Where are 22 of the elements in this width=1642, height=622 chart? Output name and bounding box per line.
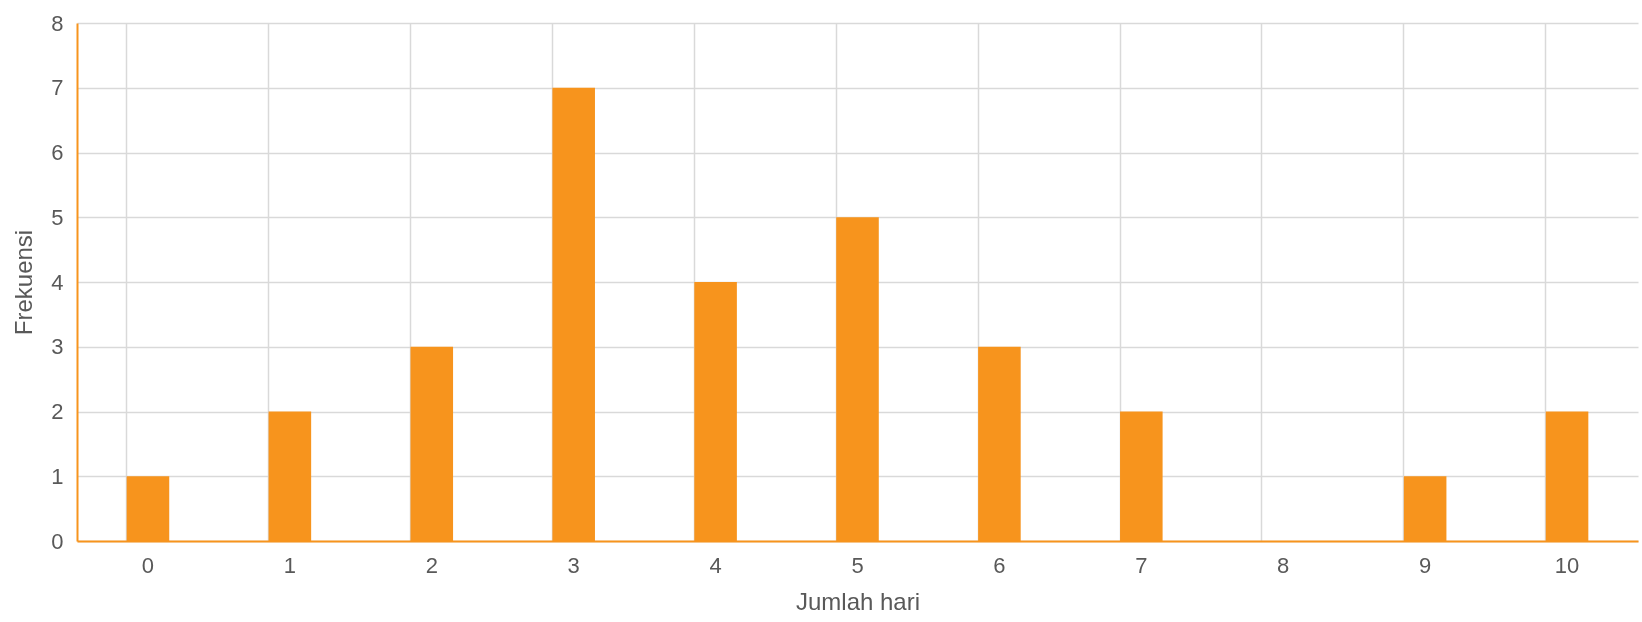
x-tick-label: 6	[993, 552, 1006, 578]
y-tick-label: 0	[51, 528, 64, 554]
x-tick-label: 4	[709, 552, 722, 578]
y-tick-label: 4	[51, 269, 64, 295]
y-axis-title: Frekuensi	[10, 229, 38, 336]
x-tick-label: 8	[1277, 552, 1290, 578]
x-tick-label: 3	[567, 552, 580, 578]
x-tick-label: 2	[425, 552, 438, 578]
x-tick-label: 5	[851, 552, 864, 578]
y-tick-label: 1	[51, 463, 64, 489]
x-tick-label: 10	[1554, 552, 1580, 578]
y-tick-label: 8	[51, 10, 64, 36]
x-tick-label: 0	[141, 552, 155, 578]
x-tick-label: 1	[283, 552, 296, 578]
y-tick-label: 6	[51, 140, 64, 165]
x-axis-title: Jumlah hari	[795, 587, 921, 615]
x-tick-label: 7	[1135, 552, 1148, 578]
y-tick-label: 5	[51, 204, 64, 230]
y-tick-label: 3	[51, 334, 64, 360]
y-tick-label: 2	[51, 399, 64, 424]
x-tick-label: 9	[1419, 552, 1432, 578]
y-tick-label: 7	[51, 75, 64, 101]
